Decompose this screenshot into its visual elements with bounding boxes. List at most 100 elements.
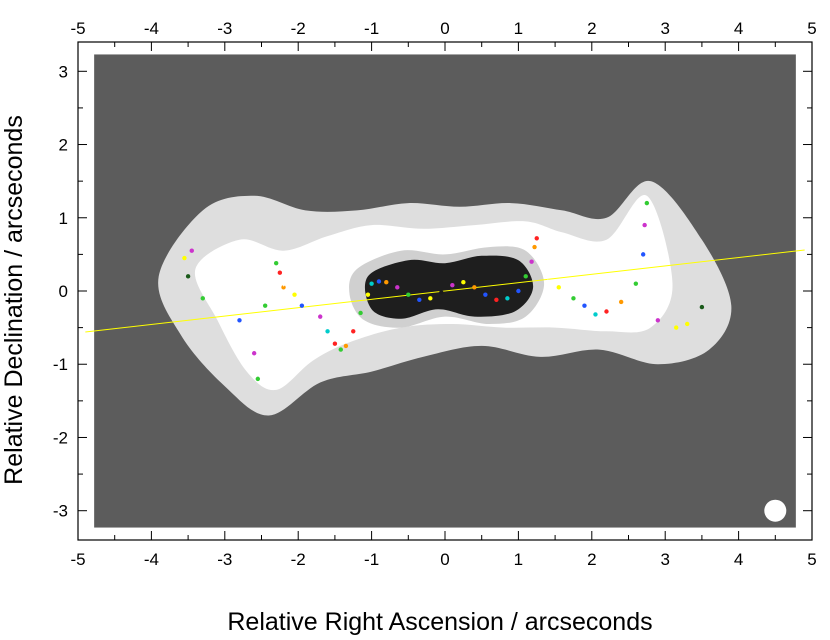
data-point <box>523 274 528 279</box>
data-point <box>384 280 389 285</box>
data-point <box>640 252 646 257</box>
data-point <box>281 285 286 290</box>
data-point <box>237 318 242 323</box>
x-tick-label-bottom: 4 <box>734 550 743 569</box>
data-point <box>251 351 257 356</box>
data-point <box>439 290 444 295</box>
x-tick-label-bottom: -2 <box>291 550 306 569</box>
y-tick-label: -1 <box>53 355 68 374</box>
data-point <box>516 288 521 294</box>
x-tick-labels-top: -5 -4 -3 -2 -1 0 1 2 3 4 5 <box>70 19 816 38</box>
data-point <box>351 329 356 334</box>
data-point <box>262 303 268 308</box>
data-point <box>685 321 690 327</box>
x-tick-label-bottom: 2 <box>587 550 596 569</box>
cross-marker <box>563 293 573 303</box>
data-point <box>189 248 194 253</box>
y-tick-label: -2 <box>53 428 68 447</box>
y-tick-label: 3 <box>59 62 68 81</box>
data-point <box>417 297 422 302</box>
x-tick-label-bottom: 5 <box>807 550 816 569</box>
y-axis-title: Relative Declination / arcseconds <box>0 115 28 485</box>
data-point <box>338 347 343 352</box>
x-tick-label-bottom: -4 <box>144 550 159 569</box>
data-point <box>582 303 587 308</box>
data-point <box>343 343 349 349</box>
x-tick-label-top: -1 <box>364 19 379 38</box>
x-tick-label-bottom: 1 <box>514 550 523 569</box>
data-point <box>450 282 455 288</box>
data-point <box>406 292 411 297</box>
data-point <box>644 200 650 206</box>
x-tick-label-top: -3 <box>217 19 232 38</box>
x-tick-label-bottom: 0 <box>440 550 449 569</box>
jet-axis-line <box>85 249 805 333</box>
data-point <box>534 236 539 241</box>
data-point <box>618 299 624 305</box>
cross-marker <box>304 295 314 305</box>
x-tick-label-top: 2 <box>587 19 596 38</box>
data-point <box>472 285 477 290</box>
data-point <box>505 296 510 301</box>
x-tick-label-top: 3 <box>660 19 669 38</box>
data-point <box>428 296 433 301</box>
data-point <box>200 296 205 301</box>
data-point <box>185 274 191 279</box>
x-tick-labels-bottom: -5 -4 -3 -2 -1 0 1 2 3 4 5 <box>70 550 816 569</box>
contour-core <box>364 255 534 319</box>
data-point <box>529 259 534 264</box>
data-point <box>318 314 323 319</box>
data-point <box>376 279 382 284</box>
cross-marker <box>282 277 292 287</box>
data-point <box>299 303 305 308</box>
data-point <box>674 325 679 330</box>
data-point <box>365 292 371 297</box>
x-tick-label-top: 1 <box>514 19 523 38</box>
x-tick-label-top: 0 <box>440 19 449 38</box>
y-tick-label: 1 <box>59 209 68 228</box>
data-point <box>642 222 647 228</box>
data-point <box>633 281 639 286</box>
data-point <box>604 309 609 314</box>
x-tick-label-top: -2 <box>291 19 306 38</box>
axis-ticks <box>77 42 813 540</box>
beam-ellipse <box>764 499 787 522</box>
data-point <box>273 260 279 266</box>
data-point <box>532 244 537 250</box>
data-point <box>325 329 330 334</box>
x-tick-label-top: -4 <box>144 19 159 38</box>
y-tick-label: 2 <box>59 136 68 155</box>
data-point <box>461 280 466 285</box>
x-tick-label-bottom: 3 <box>660 550 669 569</box>
data-point <box>358 310 363 316</box>
cross-markers <box>282 277 573 305</box>
data-point <box>556 285 561 290</box>
x-tick-label-top: 5 <box>807 19 816 38</box>
x-tick-label-bottom: -3 <box>217 550 232 569</box>
x-tick-label-top: -5 <box>70 19 85 38</box>
data-points <box>182 200 705 382</box>
plot-area <box>85 54 805 528</box>
x-tick-label-bottom: -1 <box>364 550 379 569</box>
data-point <box>571 296 576 301</box>
data-point <box>255 376 261 382</box>
data-point <box>655 318 661 323</box>
data-point <box>593 312 598 317</box>
y-tick-label: 0 <box>59 282 68 301</box>
data-point <box>292 292 297 297</box>
data-point <box>369 281 374 286</box>
data-point <box>182 255 187 261</box>
data-point <box>494 297 499 302</box>
y-tick-labels: -3 -2 -1 0 1 2 3 <box>53 62 68 520</box>
x-tick-label-top: 4 <box>734 19 743 38</box>
y-tick-label: -3 <box>53 502 68 521</box>
x-axis-title: Relative Right Ascension / arcseconds <box>227 608 652 636</box>
data-point <box>277 270 283 275</box>
data-point <box>395 285 400 290</box>
x-tick-label-bottom: -5 <box>70 550 85 569</box>
data-point <box>699 304 705 310</box>
data-point <box>483 292 488 297</box>
cross-marker <box>546 279 556 289</box>
data-point <box>332 341 338 346</box>
